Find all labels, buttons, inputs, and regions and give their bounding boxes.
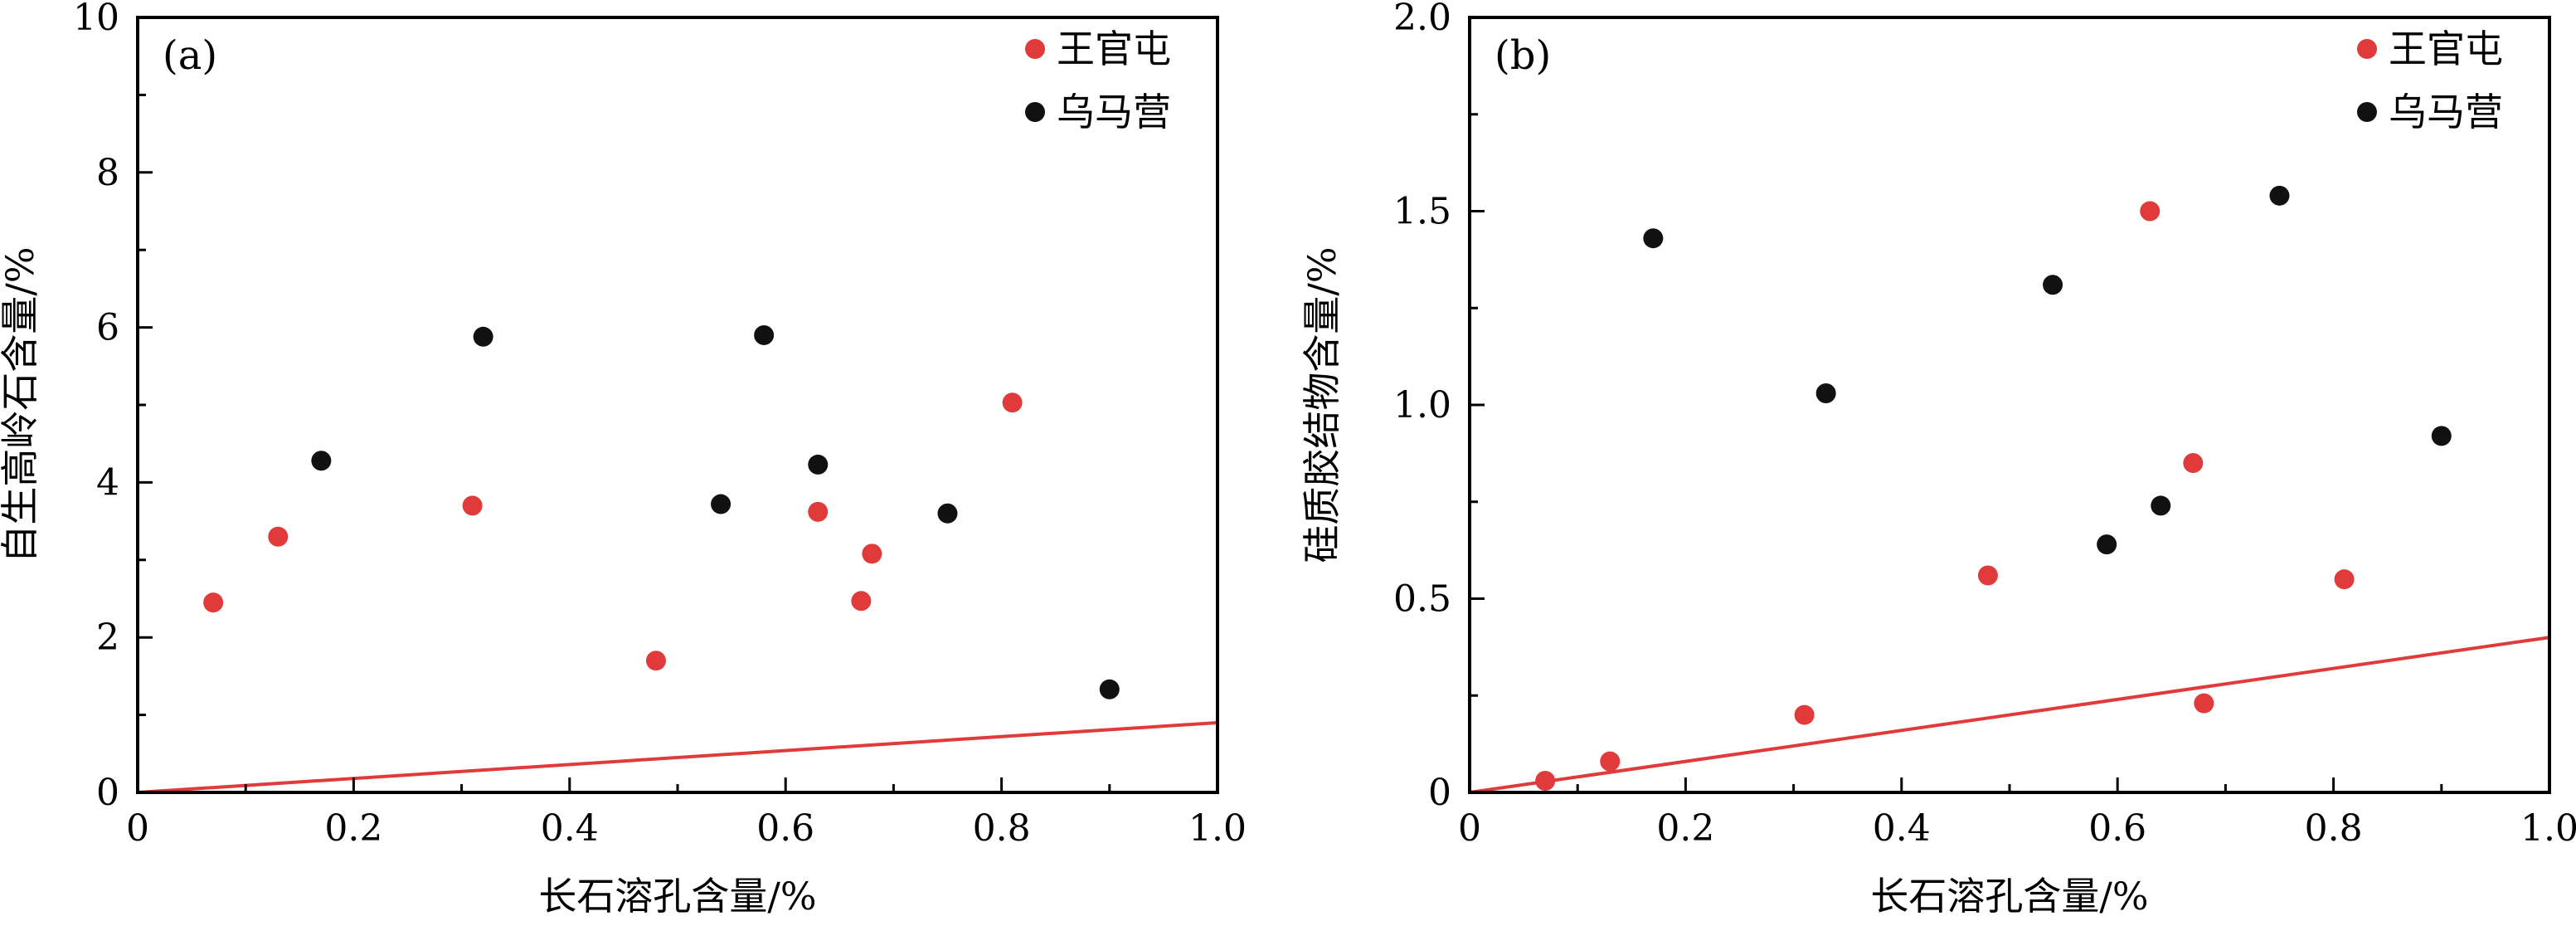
x-tick-label: 1.0 [1188, 807, 1247, 850]
y-tick-label: 1.5 [1393, 191, 1451, 233]
data-point [2140, 201, 2160, 222]
data-point [2151, 495, 2171, 516]
y-tick-label: 6 [96, 307, 119, 349]
data-point [2431, 426, 2452, 446]
data-point [851, 591, 872, 612]
legend-marker [2357, 102, 2377, 122]
data-point [1099, 679, 1120, 699]
x-tick-label: 0.8 [2305, 807, 2363, 850]
x-tick-label: 0 [126, 807, 149, 850]
x-tick-label: 0 [1458, 807, 1481, 850]
trend-line [1470, 636, 2549, 792]
y-tick-label: 1.0 [1393, 384, 1451, 426]
data-point [2097, 534, 2117, 555]
panel-label: (b) [1495, 32, 1551, 79]
y-tick-label: 0 [1428, 772, 1451, 814]
x-axis-title: 长石溶孔含量/% [1870, 874, 2148, 919]
x-axis-title: 长石溶孔含量/% [538, 874, 816, 919]
data-point [808, 454, 829, 475]
data-point [203, 592, 224, 613]
x-tick-label: 0.6 [756, 807, 814, 850]
data-point [268, 526, 289, 547]
x-tick-label: 0.6 [2088, 807, 2146, 850]
y-tick-label: 8 [96, 152, 119, 194]
y-tick-label: 0.5 [1393, 578, 1451, 621]
data-point [2183, 453, 2204, 474]
data-point [473, 326, 493, 347]
y-axis-title: 自生高岭石含量/% [0, 246, 42, 563]
legend-marker [1025, 39, 1045, 59]
data-point [2194, 693, 2214, 714]
data-point [2043, 275, 2063, 295]
x-tick-label: 0.2 [1656, 807, 1714, 850]
data-point [1600, 751, 1621, 772]
plot-frame [1468, 16, 2551, 794]
y-tick-label: 0 [96, 772, 119, 814]
x-tick-label: 0.8 [973, 807, 1031, 850]
data-point [1643, 228, 1664, 249]
y-tick-label: 4 [96, 461, 119, 504]
y-tick-label: 2 [96, 617, 119, 659]
data-point [2334, 569, 2355, 590]
y-tick-label: 10 [73, 0, 119, 39]
data-point [462, 495, 483, 516]
x-tick-label: 0.2 [324, 807, 382, 850]
chart-panel-b: 0 0.2 0.4 0.6 0.8 1.0 0 0.5 1.0 1.5 2.0 (b) 王官屯乌马营长石… [1300, 0, 2576, 919]
x-tick-label: 1.0 [2520, 807, 2576, 850]
legend-label: 乌马营 [1057, 90, 1171, 134]
legend-marker [1025, 102, 1045, 122]
legend-marker [2357, 39, 2377, 59]
y-axis-title: 硅质胶结物含量/% [1300, 246, 1344, 563]
trend-line [138, 720, 1218, 792]
data-point [1794, 704, 1815, 725]
data-point [808, 501, 829, 522]
data-point [1535, 770, 1556, 791]
legend-label: 乌马营 [2389, 90, 2503, 134]
data-point [311, 451, 332, 471]
data-point [1815, 383, 1836, 403]
y-tick-label: 2.0 [1393, 0, 1451, 39]
data-point [1977, 565, 1998, 586]
data-point [862, 543, 882, 564]
data-point [1002, 392, 1023, 413]
legend-label: 王官屯 [1057, 27, 1171, 71]
x-tick-label: 0.4 [541, 807, 599, 850]
data-point [711, 494, 731, 514]
data-point [937, 503, 958, 524]
data-point [2269, 185, 2290, 206]
data-point [754, 324, 775, 345]
plot-frame [136, 16, 1219, 794]
data-point [645, 651, 666, 671]
x-tick-label: 0.4 [1873, 807, 1931, 850]
legend-label: 王官屯 [2389, 27, 2503, 71]
chart-panel-a: 0 0.2 0.4 0.6 0.8 1.0 0 2 4 6 8 10 (a) 王官屯乌马营长石溶孔含量/%… [0, 0, 1247, 919]
panel-label: (a) [163, 32, 217, 79]
